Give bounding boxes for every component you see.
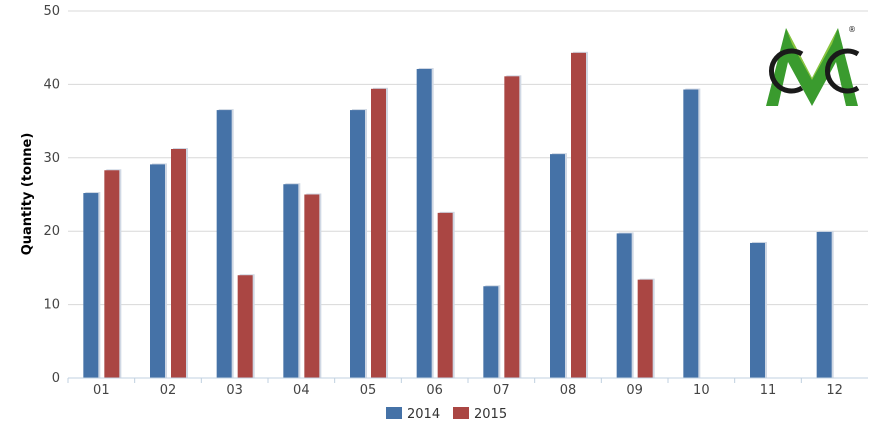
logo-m-shape — [766, 28, 858, 106]
legend-swatch-2014 — [386, 407, 402, 419]
y-tick-label: 10 — [43, 298, 60, 313]
bar-2015-03[interactable] — [237, 275, 253, 378]
bar-2015-09[interactable] — [637, 279, 653, 378]
legend: 2014 2015 — [386, 407, 507, 422]
bar-2014-08[interactable] — [550, 154, 565, 378]
bar-2014-10[interactable] — [683, 89, 699, 379]
bar-2014-02[interactable] — [150, 164, 165, 378]
y-axis-label: Quantity (tonne) — [20, 133, 35, 256]
x-tick-label-10: 10 — [693, 383, 710, 398]
x-tick-label-02: 02 — [160, 383, 177, 398]
bar-2014-11[interactable] — [750, 242, 765, 378]
y-tick-label: 40 — [43, 77, 60, 92]
y-tick-label: 20 — [43, 224, 60, 239]
legend-swatch-2015 — [453, 407, 469, 419]
x-tick-label-11: 11 — [760, 383, 777, 398]
cmc-logo: ® — [766, 25, 860, 106]
bar-2015-06[interactable] — [437, 212, 453, 378]
bar-2015-04[interactable] — [304, 194, 320, 379]
bar-2014-01[interactable] — [83, 193, 99, 378]
logo-c-left — [769, 48, 804, 94]
x-tick-label-03: 03 — [226, 383, 243, 398]
bar-2014-09[interactable] — [616, 233, 632, 378]
x-tick-label-12: 12 — [826, 383, 843, 398]
x-tick-label-07: 07 — [493, 383, 510, 398]
bar-2014-04[interactable] — [283, 184, 299, 378]
bar-2015-07[interactable] — [504, 76, 520, 379]
bar-2014-12[interactable] — [816, 231, 832, 378]
bar-2014-06[interactable] — [416, 68, 432, 379]
y-tick-label: 30 — [43, 151, 60, 166]
x-tick-label-08: 08 — [560, 383, 577, 398]
x-tick-label-05: 05 — [360, 383, 377, 398]
x-tick-label-06: 06 — [426, 383, 443, 398]
x-tick-label-09: 09 — [626, 383, 643, 398]
legend-label-2014[interactable]: 2014 — [407, 407, 440, 422]
bar-2015-02[interactable] — [171, 148, 186, 378]
bar-2014-07[interactable] — [483, 286, 499, 378]
logo-registered-mark: ® — [848, 25, 856, 34]
y-tick-label: 50 — [43, 4, 60, 19]
x-tick-label-04: 04 — [293, 383, 310, 398]
bar-2015-01[interactable] — [104, 170, 120, 378]
y-tick-label: 0 — [52, 371, 60, 386]
bars — [83, 51, 834, 379]
bar-2014-05[interactable] — [350, 110, 365, 378]
logo-c-right — [825, 48, 860, 94]
x-tick-label-01: 01 — [93, 383, 110, 398]
y-axis-ticks: 0 10 20 30 40 50 — [43, 4, 60, 386]
bar-2015-05[interactable] — [371, 88, 386, 378]
legend-label-2015[interactable]: 2015 — [474, 407, 507, 422]
bar-2014-03[interactable] — [216, 110, 232, 378]
bar-2015-08[interactable] — [571, 52, 586, 378]
x-axis-ticks: 01 02 03 04 05 06 07 08 09 10 11 12 — [67, 378, 843, 398]
grid-lines — [68, 10, 868, 306]
